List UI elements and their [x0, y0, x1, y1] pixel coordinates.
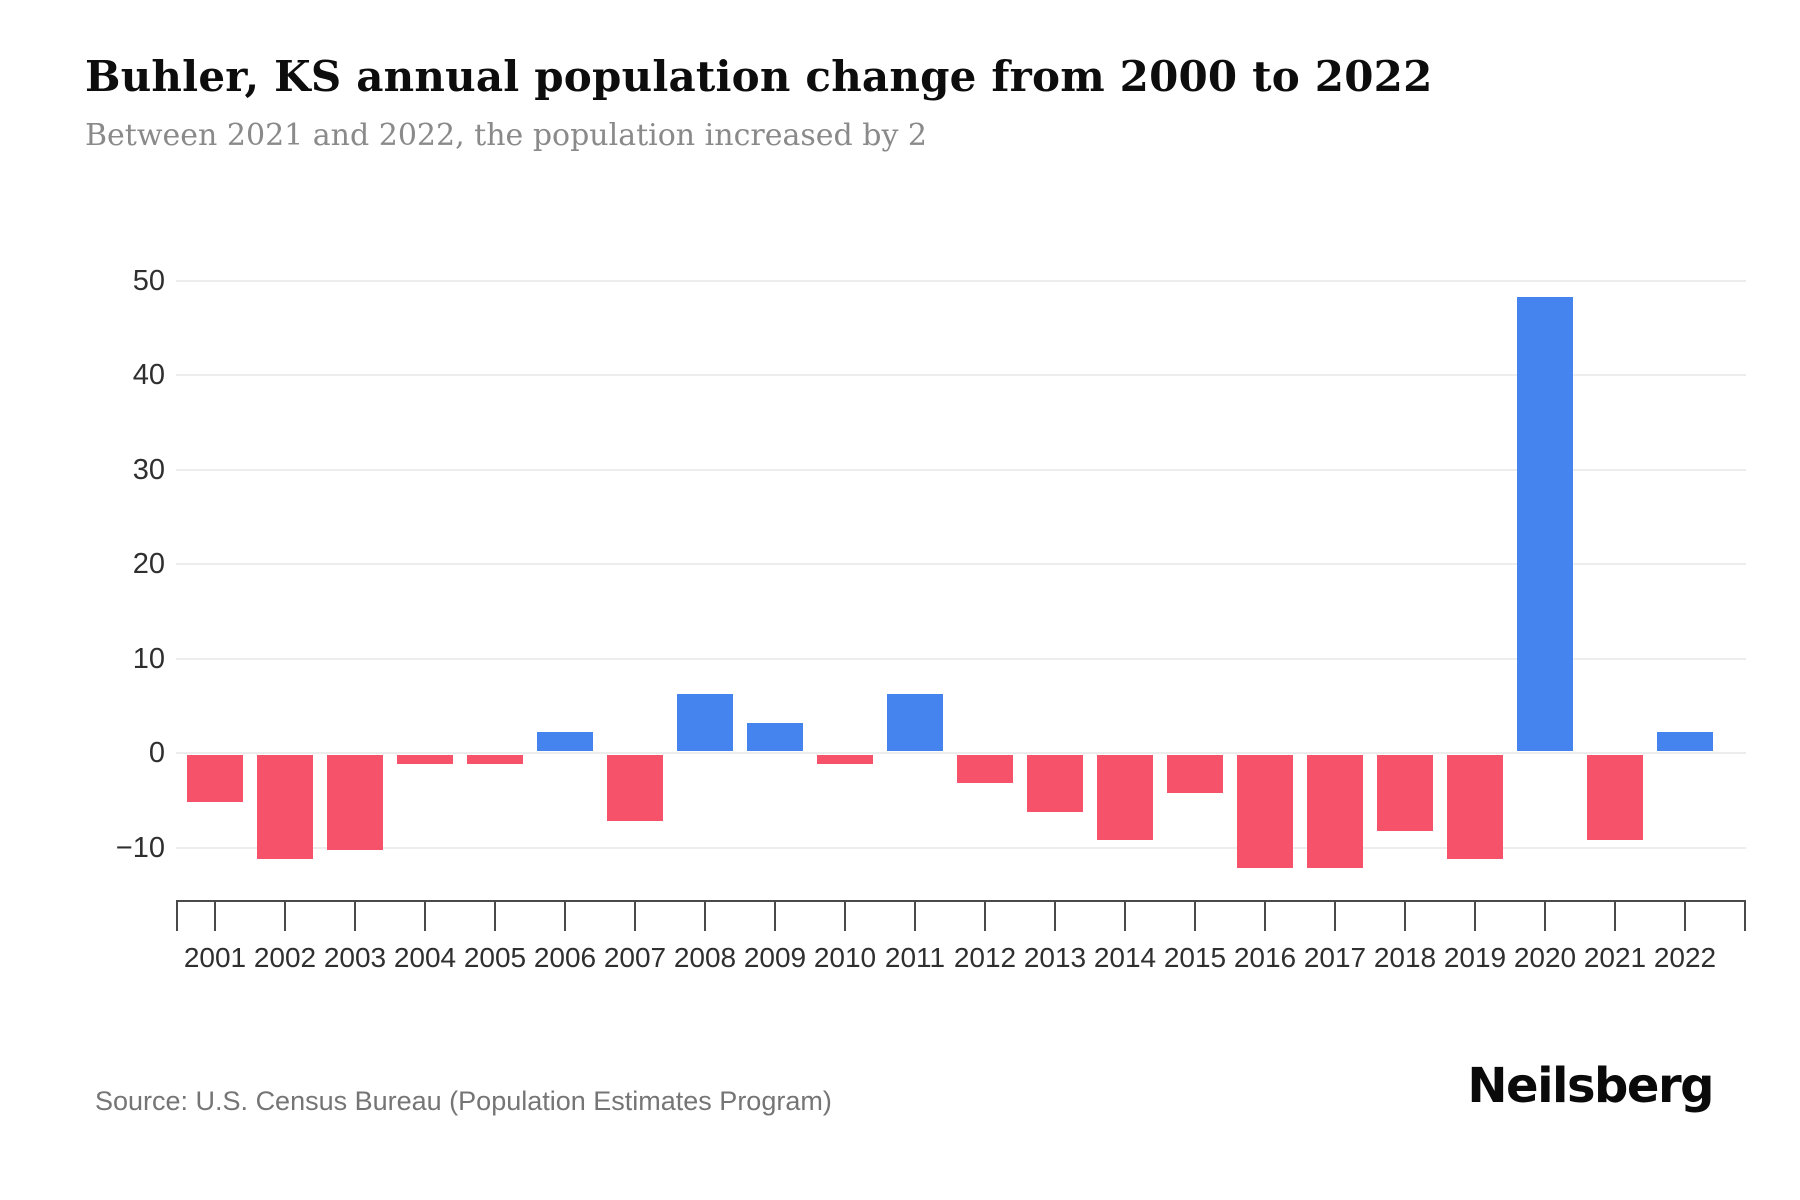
x-axis-label-2003: 2003 [323, 942, 387, 973]
x-axis-tick-2022 [1684, 902, 1686, 931]
x-axis-tick-2013 [1054, 902, 1056, 931]
x-axis-tick-2019 [1474, 902, 1476, 931]
bar-2005[interactable] [467, 755, 523, 764]
neilsberg-logo: Neilsberg [1467, 1058, 1714, 1114]
bar-2007[interactable] [607, 755, 663, 821]
x-axis-label-2018: 2018 [1373, 942, 1437, 973]
x-axis-tick-2014 [1124, 902, 1126, 931]
x-axis-line [176, 900, 1746, 902]
bar-2013[interactable] [1027, 755, 1083, 812]
bar-2004[interactable] [397, 755, 453, 764]
bar-2012[interactable] [957, 755, 1013, 783]
x-axis-label-2012: 2012 [953, 942, 1017, 973]
bar-2016[interactable] [1237, 755, 1293, 868]
gridline-y-20 [176, 563, 1746, 565]
bar-2019[interactable] [1447, 755, 1503, 859]
x-axis-label-2002: 2002 [253, 942, 317, 973]
x-axis-label-2006: 2006 [533, 942, 597, 973]
x-axis-label-2021: 2021 [1583, 942, 1647, 973]
x-axis-tick-2010 [844, 902, 846, 931]
x-axis-tick-2008 [704, 902, 706, 931]
y-axis-label-40: 40 [132, 359, 165, 391]
x-axis-label-2011: 2011 [884, 942, 946, 973]
y-axis-label-10: 10 [132, 643, 165, 675]
bar-2003[interactable] [327, 755, 383, 850]
x-axis-tick-2021 [1614, 902, 1616, 931]
x-axis-tick-2015 [1194, 902, 1196, 931]
x-axis-label-2005: 2005 [463, 942, 527, 973]
y-axis-label-50: 50 [132, 265, 165, 297]
x-axis-label-2016: 2016 [1233, 942, 1297, 973]
bar-2020[interactable] [1517, 297, 1573, 751]
bar-2014[interactable] [1097, 755, 1153, 840]
x-axis-tick-2001 [214, 902, 216, 931]
x-axis-label-2007: 2007 [603, 942, 667, 973]
x-axis-label-2015: 2015 [1163, 942, 1227, 973]
gridline-y--10 [176, 847, 1746, 849]
bar-2009[interactable] [747, 723, 803, 751]
gridline-y-40 [176, 374, 1746, 376]
x-axis-label-2014: 2014 [1093, 942, 1157, 973]
gridline-y-30 [176, 469, 1746, 471]
bar-2008[interactable] [677, 694, 733, 751]
x-axis-tick-2009 [774, 902, 776, 931]
x-axis-edge-tick [176, 902, 178, 931]
x-axis-label-2019: 2019 [1443, 942, 1507, 973]
x-axis-tick-2005 [494, 902, 496, 931]
x-axis-label-2017: 2017 [1303, 942, 1367, 973]
x-axis-tick-2012 [984, 902, 986, 931]
x-axis-label-2009: 2009 [743, 942, 807, 973]
bar-2010[interactable] [817, 755, 873, 764]
chart-title: Buhler, KS annual population change from… [85, 52, 1433, 101]
gridline-y-50 [176, 280, 1746, 282]
x-axis-tick-2003 [354, 902, 356, 931]
x-axis-label-2004: 2004 [393, 942, 457, 973]
bar-2006[interactable] [537, 732, 593, 751]
x-axis-label-2022: 2022 [1653, 942, 1717, 973]
gridline-y-10 [176, 658, 1746, 660]
bar-2018[interactable] [1377, 755, 1433, 831]
x-axis-label-2020: 2020 [1513, 942, 1577, 973]
x-axis-tick-2007 [634, 902, 636, 931]
x-axis-tick-2017 [1334, 902, 1336, 931]
bar-2011[interactable] [887, 694, 943, 751]
bar-2017[interactable] [1307, 755, 1363, 868]
y-axis-label--10: −10 [115, 832, 165, 864]
bar-2022[interactable] [1657, 732, 1713, 751]
bar-2021[interactable] [1587, 755, 1643, 840]
source-note: Source: U.S. Census Bureau (Population E… [95, 1086, 832, 1116]
x-axis-label-2001: 2001 [183, 942, 247, 973]
x-axis-label-2013: 2013 [1023, 942, 1087, 973]
x-axis-tick-2018 [1404, 902, 1406, 931]
bar-2001[interactable] [187, 755, 243, 802]
chart-subtitle: Between 2021 and 2022, the population in… [85, 118, 928, 153]
y-axis-label-20: 20 [132, 548, 165, 580]
x-axis-label-2008: 2008 [673, 942, 737, 973]
y-axis-label-0: 0 [148, 737, 165, 769]
x-axis-edge-tick [1744, 902, 1746, 931]
bar-2015[interactable] [1167, 755, 1223, 793]
x-axis-tick-2004 [424, 902, 426, 931]
x-axis-tick-2006 [564, 902, 566, 931]
x-axis-label-2010: 2010 [813, 942, 877, 973]
x-axis-tick-2016 [1264, 902, 1266, 931]
x-axis-tick-2020 [1544, 902, 1546, 931]
bar-2002[interactable] [257, 755, 313, 859]
x-axis-tick-2011 [914, 902, 916, 931]
gridline-y-0 [176, 752, 1746, 754]
x-axis-tick-2002 [284, 902, 286, 931]
y-axis-label-30: 30 [132, 454, 165, 486]
